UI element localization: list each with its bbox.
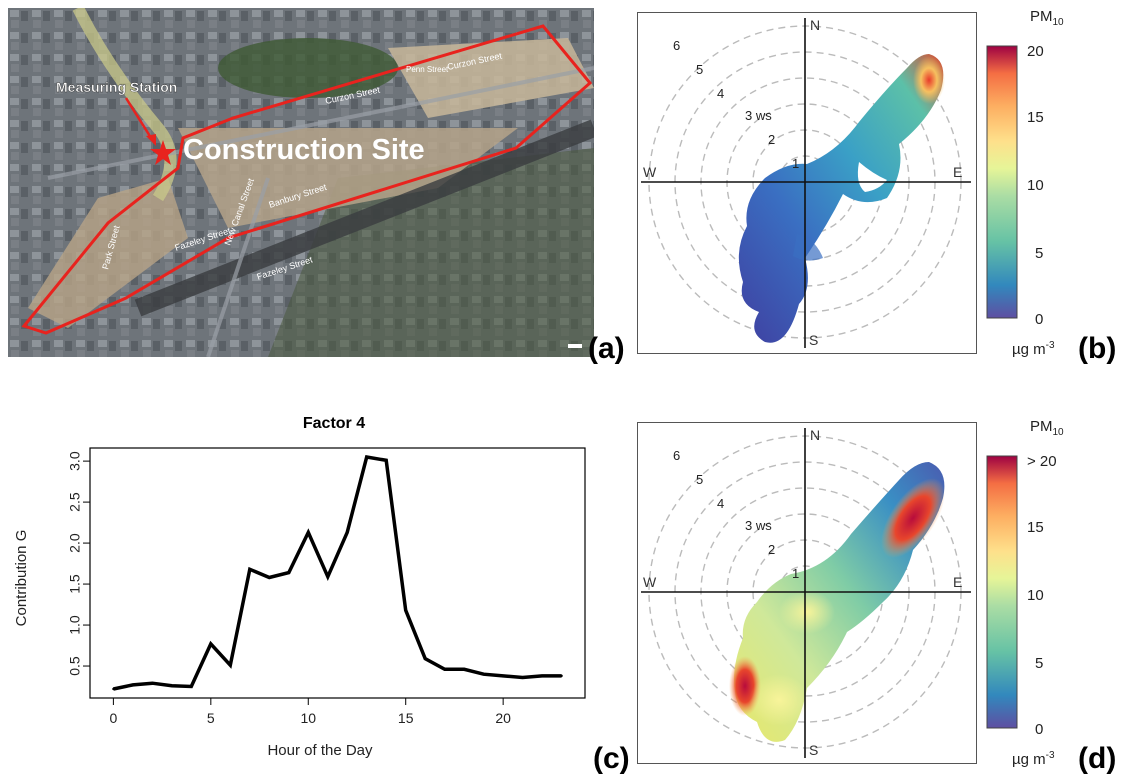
data-point [131,683,135,687]
data-point [307,531,310,534]
data-point [501,674,505,678]
panel-label-c: (c) [593,742,630,775]
colorbar-tick: 10 [1027,177,1044,194]
data-point [268,576,271,579]
compass-south: S [809,332,818,348]
plot-frame [89,447,586,699]
ws-label: 3 ws [745,518,772,533]
panel-label-b: (b) [1078,332,1117,365]
data-point [151,682,154,685]
colorbar-tick: 5 [1035,655,1043,672]
ws-label: 5 [696,62,703,77]
data-point [385,459,388,462]
data-point [170,684,174,687]
ws-label: 2 [768,132,775,147]
y-tick-label: 2.0 [67,533,83,553]
x-tick-label: 5 [207,710,215,726]
data-point [404,609,407,612]
data-point [423,657,427,660]
y-tick-label: 0.5 [67,656,83,676]
measuring-station-label: Measuring Station [56,79,177,95]
data-point [540,674,544,678]
x-axis-label: Hour of the Day [267,742,373,759]
polar-plot-b: N S E W 1 2 3 ws 4 5 6 [637,12,977,354]
colorbar-tick: 20 [1027,44,1044,60]
data-point [209,642,213,646]
compass-west: W [643,164,657,180]
y-tick-label: 1.0 [67,615,83,635]
data-point [112,687,115,691]
colorbar-tick: 15 [1027,109,1044,126]
data-point [326,575,329,578]
data-point [190,685,193,688]
concentration-surface [738,54,945,343]
line-chart-c: Factor 4 Contribution G Hour of the Day … [0,408,610,773]
colorbar-tick: 10 [1027,587,1044,604]
ws-label: 2 [768,542,775,557]
compass-west: W [643,574,657,590]
panel-label-a: (a) [588,332,625,365]
data-point [229,664,232,667]
colorbar-tick: 0 [1035,311,1043,326]
ws-label: 6 [673,448,680,463]
polar-plot-d: N S E W 1 2 3 ws 4 5 6 [637,422,977,764]
compass-east: E [953,574,962,590]
ws-label: 1 [792,156,799,171]
data-point [521,676,524,679]
data-point [346,531,349,534]
compass-south: S [809,742,818,758]
satellite-map: Measuring Station Construction Site Curz… [8,5,598,358]
map-panel: Measuring Station Construction Site Curz… [8,5,598,358]
chart-title: Factor 4 [303,415,365,432]
data-point [365,455,368,459]
ws-label: 6 [673,38,680,53]
street-label: Penn Street [406,65,449,74]
data-point [560,674,563,678]
data-point [482,673,485,676]
panel-label-d: (d) [1078,742,1117,775]
colorbar-b: 20 15 10 5 0 [986,44,1044,326]
colorbar-tick: 5 [1035,245,1043,262]
x-tick-label: 10 [300,710,316,726]
colorbar-unit-d: µg m-3 [1012,750,1055,768]
series-line-factor-4 [113,455,562,691]
colorbar-d: > 20 15 10 5 0 [986,454,1057,736]
x-tick-label: 0 [109,710,117,726]
ws-label: 4 [717,496,724,511]
y-axis-label: Contribution G [13,530,30,627]
site-boundary [21,24,593,335]
compass-north: N [810,427,820,443]
compass-north: N [810,17,820,33]
data-point [287,571,290,574]
colorbar-unit-b: µg m-3 [1012,340,1055,358]
measuring-station-star-icon [150,140,176,165]
x-tick-label: 20 [495,710,511,726]
x-tick-label: 15 [398,710,414,726]
ws-label: 4 [717,86,724,101]
ws-label: 1 [792,566,799,581]
y-tick-label: 2.5 [67,492,83,512]
construction-site-label: Construction Site [183,134,425,166]
colorbar-tick: 15 [1027,519,1044,536]
data-point [248,568,252,571]
compass-east: E [953,164,962,180]
data-point [462,668,466,671]
concentration-surface [729,462,945,742]
ws-label: 3 ws [745,108,772,123]
ws-label: 5 [696,472,703,487]
colorbar-title-b: PM10 [1030,8,1064,28]
station-arrow [124,97,155,142]
colorbar-title-d: PM10 [1030,418,1064,438]
data-point [443,668,446,671]
colorbar-tick: 0 [1035,721,1043,736]
y-tick-label: 3.0 [67,451,83,471]
y-tick-label: 1.5 [67,574,83,594]
colorbar-tick: > 20 [1027,454,1057,470]
